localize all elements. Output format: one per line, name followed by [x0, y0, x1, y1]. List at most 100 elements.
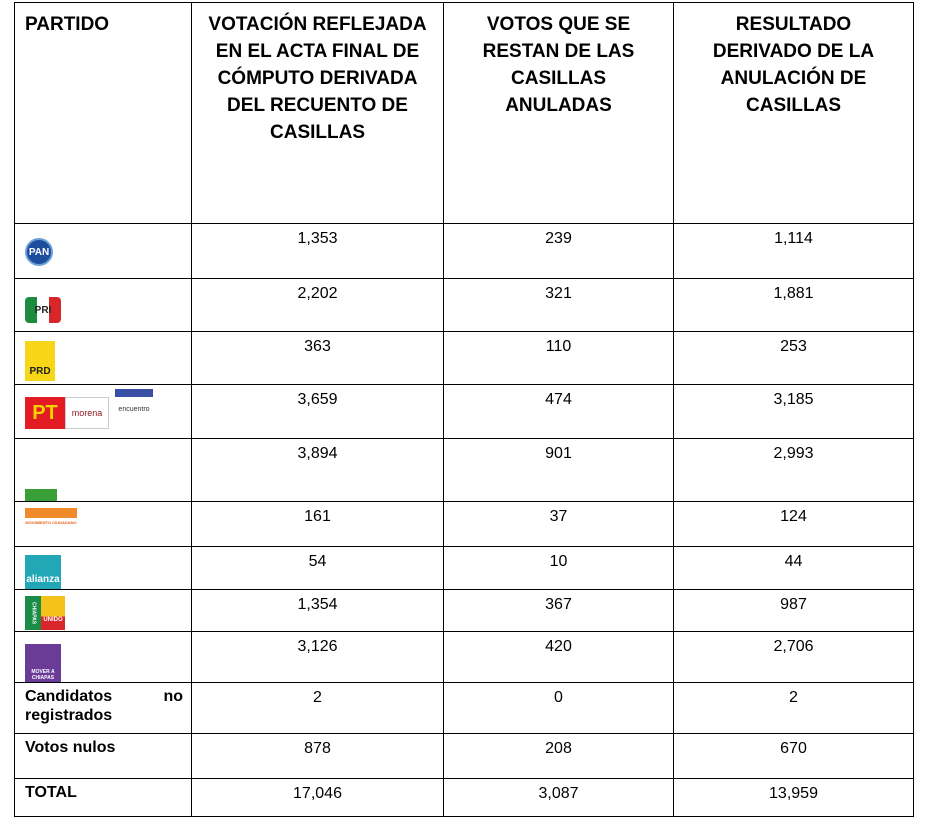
- value-cell: 3,126: [191, 631, 444, 683]
- header-cell: VOTACIÓN REFLEJADA EN EL ACTA FINAL DE C…: [191, 2, 444, 224]
- party-cell: Candidatos no registrados: [14, 682, 192, 734]
- logo-text: MOVIMIENTO CIUDADANO: [25, 520, 77, 525]
- party-cell: TOTAL: [14, 778, 192, 817]
- party-cell: PRI: [14, 278, 192, 332]
- party-logos: PAN: [25, 228, 183, 266]
- value-cell: 124: [673, 501, 914, 547]
- value-cell: 239: [443, 223, 674, 279]
- party-cell: VERDE: [14, 438, 192, 502]
- value-cell: 44: [673, 546, 914, 590]
- party-cell: MOVER A CHIAPAS: [14, 631, 192, 683]
- value-cell: 363: [191, 331, 444, 385]
- table-row: PRD 363 110 253: [14, 331, 914, 385]
- value-cell: 3,659: [191, 384, 444, 439]
- logo-text: PRD: [29, 366, 51, 377]
- party-logos: MOVER A CHIAPAS: [25, 636, 183, 682]
- party-logo: alianza: [25, 555, 61, 589]
- value-cell: 2,706: [673, 631, 914, 683]
- party-logos: PRI: [25, 283, 183, 323]
- value-cell: 208: [443, 733, 674, 779]
- value-cell: 1,114: [673, 223, 914, 279]
- value-cell: 0: [443, 682, 674, 734]
- party-logo: morena: [65, 397, 109, 429]
- table-body: PAN 1,353 239 1,114 PRI 2,202 321 1,881 PRD 363 11…: [14, 223, 914, 817]
- table-row: VERDE 3,894 901 2,993: [14, 438, 914, 502]
- value-cell: 420: [443, 631, 674, 683]
- value-cell: 253: [673, 331, 914, 385]
- party-cell: alianza: [14, 546, 192, 590]
- party-cell: CHIAPAS UNIDO: [14, 589, 192, 632]
- party-logo: UNIDO: [41, 596, 65, 630]
- value-cell: 901: [443, 438, 674, 502]
- value-cell: 110: [443, 331, 674, 385]
- party-logo: PRD: [25, 341, 55, 381]
- party-logos: VERDE: [25, 443, 183, 501]
- party-logo: encuentro: [115, 389, 153, 419]
- party-logos: MOVIMIENTO CIUDADANO: [25, 506, 183, 532]
- value-cell: 2,202: [191, 278, 444, 332]
- header-cell: VOTOS QUE SE RESTAN DE LAS CASILLAS ANUL…: [443, 2, 674, 224]
- party-logo: MOVIMIENTO CIUDADANO: [25, 508, 77, 532]
- value-cell: 10: [443, 546, 674, 590]
- header-cell: RESULTADO DERIVADO DE LA ANULACIÓN DE CA…: [673, 2, 914, 224]
- party-cell: PRD: [14, 331, 192, 385]
- logo-text: MOVER A CHIAPAS: [31, 669, 55, 681]
- value-cell: 2: [673, 682, 914, 734]
- table-row: PT morena encuentro 3,659 474 3,185: [14, 384, 914, 439]
- value-cell: 1,881: [673, 278, 914, 332]
- value-cell: 987: [673, 589, 914, 632]
- party-logo: CHIAPAS: [25, 596, 41, 630]
- party-cell: MOVIMIENTO CIUDADANO: [14, 501, 192, 547]
- value-cell: 2: [191, 682, 444, 734]
- value-cell: 17,046: [191, 778, 444, 817]
- value-cell: 878: [191, 733, 444, 779]
- header-row: PARTIDO VOTACIÓN REFLEJADA EN EL ACTA FI…: [14, 2, 914, 224]
- value-cell: 321: [443, 278, 674, 332]
- table-row: MOVIMIENTO CIUDADANO 161 37 124: [14, 501, 914, 547]
- value-cell: 2,993: [673, 438, 914, 502]
- logo-text: VERDE: [27, 486, 55, 495]
- table-row: PAN 1,353 239 1,114: [14, 223, 914, 279]
- value-cell: 37: [443, 501, 674, 547]
- value-cell: 54: [191, 546, 444, 590]
- value-cell: 474: [443, 384, 674, 439]
- table-header: PARTIDO VOTACIÓN REFLEJADA EN EL ACTA FI…: [14, 2, 914, 224]
- table-row: PRI 2,202 321 1,881: [14, 278, 914, 332]
- logo-text: morena: [71, 407, 103, 418]
- results-table: PARTIDO VOTACIÓN REFLEJADA EN EL ACTA FI…: [14, 2, 914, 817]
- table-row: MOVER A CHIAPAS 3,126 420 2,706: [14, 631, 914, 683]
- party-cell: PAN: [14, 223, 192, 279]
- logo-text: UNIDO: [43, 617, 63, 623]
- party-logo: PAN: [25, 238, 53, 266]
- party-logo: VERDE: [25, 465, 57, 501]
- value-cell: 3,894: [191, 438, 444, 502]
- party-logo: PT: [25, 397, 65, 429]
- table-row: TOTAL 17,046 3,087 13,959: [14, 778, 914, 817]
- party-cell: Votos nulos: [14, 733, 192, 779]
- table-row: alianza 54 10 44: [14, 546, 914, 590]
- party-logos: alianza: [25, 551, 183, 589]
- table-row: Candidatos no registrados 2 0 2: [14, 682, 914, 734]
- value-cell: 1,354: [191, 589, 444, 632]
- value-cell: 3,087: [443, 778, 674, 817]
- value-cell: 3,185: [673, 384, 914, 439]
- value-cell: 670: [673, 733, 914, 779]
- value-cell: 367: [443, 589, 674, 632]
- value-cell: 161: [191, 501, 444, 547]
- logo-text: PRI: [34, 304, 52, 316]
- party-logo: PRI: [25, 297, 61, 323]
- logo-text: CHIAPAS: [30, 601, 37, 625]
- header-cell: PARTIDO: [14, 2, 192, 224]
- value-cell: 1,353: [191, 223, 444, 279]
- logo-text: alianza: [26, 574, 60, 585]
- party-logo: MOVER A CHIAPAS: [25, 644, 61, 682]
- logo-text: PT: [32, 401, 58, 424]
- logo-text: encuentro: [118, 406, 150, 413]
- party-cell: PT morena encuentro: [14, 384, 192, 439]
- logo-text: PAN: [28, 246, 50, 258]
- party-logos: PT morena encuentro: [25, 389, 183, 429]
- party-logos: PRD: [25, 336, 183, 381]
- table-row: CHIAPAS UNIDO 1,354 367 987: [14, 589, 914, 632]
- party-logos: CHIAPAS UNIDO: [25, 594, 183, 630]
